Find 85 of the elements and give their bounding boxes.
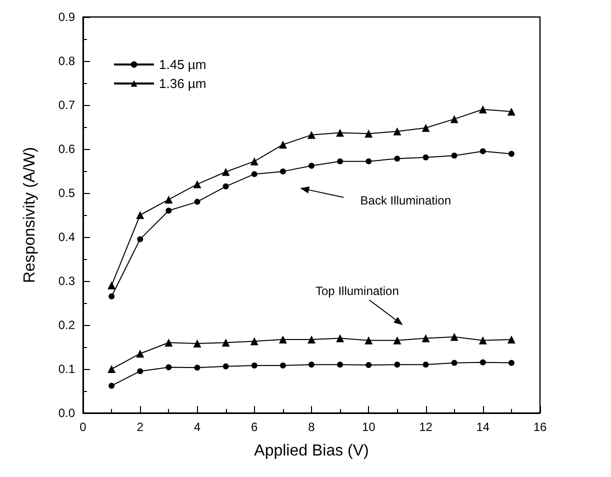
point [222,363,229,370]
annotation: Back Illumination [360,193,451,208]
point [422,334,430,342]
point [451,152,458,159]
point [507,108,516,116]
y-tick-label: 0.8 [58,54,76,68]
y-tick-label: 0.6 [58,142,76,156]
x-axis-title: Applied Bias (V) [254,442,369,460]
point [422,124,430,132]
point [394,156,400,162]
point [108,281,116,290]
legend-label: 1.45 µm [159,57,206,72]
y-axis-title: Responsivity (A/W) [22,146,38,284]
point [366,158,372,164]
point [451,360,458,366]
point [308,130,316,139]
point [193,180,202,188]
point [136,350,144,358]
point [366,362,372,368]
y-tick-label: 0.4 [58,230,76,244]
point [193,339,202,348]
x-tick-label: 4 [194,420,201,434]
point [364,130,373,138]
point [422,362,429,368]
point [222,183,229,190]
y-tick-label: 0.2 [58,318,76,332]
point [393,336,402,344]
x-tick-label: 8 [308,420,316,434]
point [480,359,486,366]
point [278,336,287,344]
point [450,115,458,124]
point [222,338,230,347]
point [364,336,373,344]
point [280,362,286,368]
x-tick-label: 16 [533,420,547,434]
point [308,162,314,169]
point [108,365,116,373]
y-tick-label: 0.1 [58,362,76,376]
point [278,140,287,149]
x-tick-label: 0 [80,420,87,434]
point [251,171,258,178]
point [250,157,258,166]
point [507,336,516,344]
point [337,362,344,368]
point [480,148,486,154]
point [394,362,400,368]
point [251,362,258,368]
point [108,293,115,300]
point [280,168,286,174]
x-tick-label: 12 [419,420,433,434]
point [166,208,172,214]
annotation: Top Illumination [316,284,399,298]
point [108,382,115,389]
y-tick-label: 0.7 [58,98,76,112]
x-tick-label: 14 [476,420,490,434]
x-tick-label: 2 [136,420,144,434]
legend-label: 1.36 µm [159,76,206,91]
y-tick-label: 0.3 [58,274,76,288]
point [166,364,172,370]
point [337,158,344,164]
point [194,198,200,205]
point [137,236,144,242]
point [308,362,314,368]
point [194,364,200,371]
point [164,338,173,347]
point [508,360,514,366]
x-tick-label: 6 [251,420,258,434]
point [136,211,144,219]
point [478,105,487,114]
point [250,337,258,346]
y-tick-label: 0.0 [58,406,76,420]
point [308,336,316,344]
point [336,334,344,342]
point [393,127,402,136]
point [164,196,173,204]
point [336,128,344,137]
point [450,332,458,341]
y-tick-label: 0.9 [58,10,76,24]
x-tick-label: 10 [362,420,376,434]
point [222,168,230,176]
y-tick-label: 0.5 [58,186,76,200]
point [422,154,429,160]
point [508,150,514,157]
point [137,368,144,374]
point [478,336,487,344]
